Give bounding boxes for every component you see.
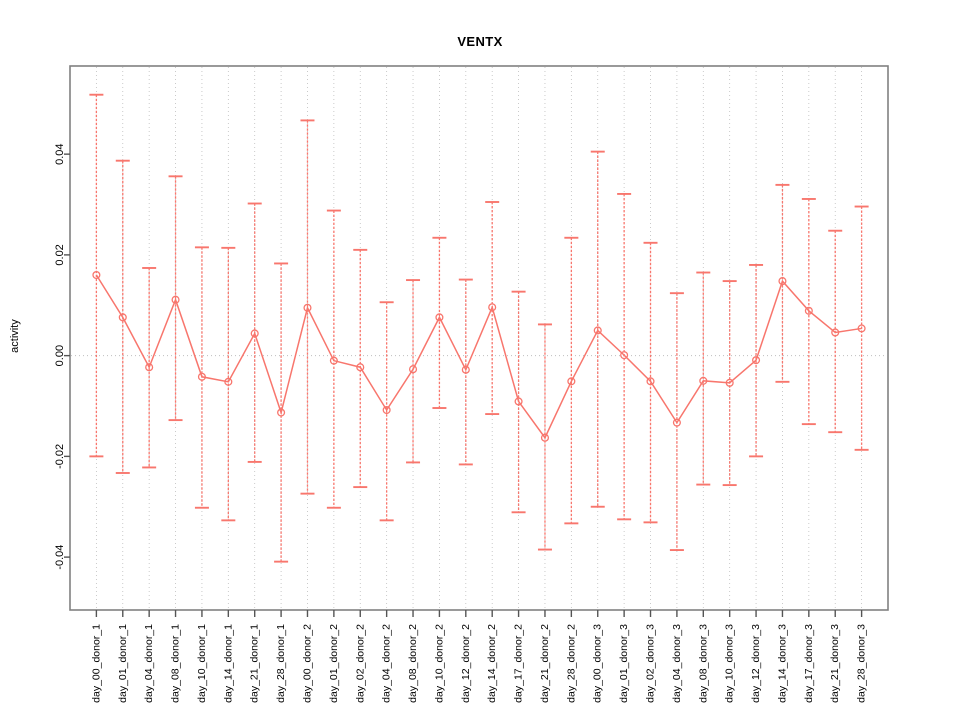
x-axis-tick-label: day_02_donor_2 — [354, 624, 366, 703]
data-point[interactable] — [672, 418, 681, 427]
data-point[interactable] — [567, 377, 576, 386]
x-axis-tick-label: day_28_donor_1 — [275, 624, 287, 703]
data-point[interactable] — [250, 329, 259, 338]
series-line — [95, 274, 862, 440]
data-point[interactable] — [197, 372, 206, 381]
x-axis-tick-label: day_01_donor_3 — [618, 624, 630, 703]
y-axis-tick-label: 0.04 — [54, 143, 66, 164]
data-point[interactable] — [303, 303, 312, 312]
x-axis-tick-label: day_04_donor_3 — [671, 624, 683, 703]
data-point[interactable] — [356, 363, 365, 372]
data-point[interactable] — [804, 306, 813, 315]
data-point[interactable] — [699, 376, 708, 385]
x-axis-tick-label: day_14_donor_3 — [776, 624, 788, 703]
x-axis-tick-label: day_28_donor_3 — [856, 624, 868, 703]
x-axis-tick-label: day_08_donor_3 — [697, 624, 709, 703]
data-point[interactable] — [171, 295, 180, 304]
x-axis-tick-label: day_21_donor_2 — [539, 624, 551, 703]
data-point[interactable] — [646, 377, 655, 386]
x-axis-tick-label: day_14_donor_2 — [486, 624, 498, 703]
data-point[interactable] — [408, 365, 418, 374]
x-axis-tick-label: day_10_donor_2 — [433, 624, 445, 703]
x-axis-tick-label: day_04_donor_2 — [381, 624, 393, 703]
data-point[interactable] — [382, 405, 391, 415]
x-axis-tick-label: day_02_donor_3 — [645, 624, 657, 703]
data-point[interactable] — [461, 365, 470, 374]
data-point[interactable] — [118, 313, 127, 322]
y-axis-tick-label: -0.04 — [54, 545, 66, 570]
data-point[interactable] — [540, 433, 550, 442]
data-point[interactable] — [620, 351, 629, 360]
data-point[interactable] — [145, 363, 154, 372]
x-axis-tick-label: day_28_donor_2 — [565, 624, 577, 703]
x-axis-tick-label: day_08_donor_2 — [407, 624, 419, 703]
y-axis-tick-label: 0.00 — [54, 345, 66, 366]
data-point[interactable] — [593, 326, 602, 335]
x-axis-tick-label: day_17_donor_2 — [513, 624, 525, 703]
data-point[interactable] — [435, 313, 444, 322]
x-axis-tick-label: day_00_donor_2 — [301, 624, 313, 703]
chart-title: VENTX — [457, 34, 503, 49]
data-point[interactable] — [857, 324, 866, 333]
plot-frame — [69, 65, 889, 611]
data-point[interactable] — [277, 408, 286, 417]
data-point[interactable] — [92, 270, 101, 280]
data-point[interactable] — [488, 303, 497, 312]
x-axis-tick-label: day_12_donor_3 — [750, 624, 762, 703]
data-point[interactable] — [329, 356, 338, 365]
data-point[interactable] — [778, 277, 787, 286]
data-point[interactable] — [725, 378, 734, 387]
x-axis-tick-label: day_01_donor_2 — [328, 624, 340, 703]
x-axis-tick-label: day_10_donor_1 — [196, 624, 208, 703]
x-axis-tick-label: day_14_donor_1 — [222, 624, 234, 703]
data-point[interactable] — [224, 377, 233, 386]
x-axis-tick-label: day_01_donor_1 — [117, 624, 129, 703]
y-axis-tick-label: -0.02 — [54, 444, 66, 469]
data-point[interactable] — [831, 328, 840, 337]
x-axis-tick-label: day_21_donor_3 — [829, 624, 841, 703]
x-axis-tick-label: day_04_donor_1 — [143, 624, 155, 703]
x-axis-tick-label: day_12_donor_2 — [460, 624, 472, 703]
data-point[interactable] — [514, 397, 523, 406]
x-axis-tick-label: day_17_donor_3 — [803, 624, 815, 703]
x-axis-tick-label: day_00_donor_1 — [90, 624, 102, 703]
x-axis-tick-label: day_00_donor_3 — [592, 624, 604, 703]
data-point[interactable] — [752, 356, 761, 365]
x-axis-tick-label: day_08_donor_1 — [170, 624, 182, 703]
x-axis-tick-label: day_21_donor_1 — [249, 624, 261, 703]
x-axis-tick-label: day_10_donor_3 — [724, 624, 736, 703]
y-axis-tick-label: 0.02 — [54, 244, 66, 265]
